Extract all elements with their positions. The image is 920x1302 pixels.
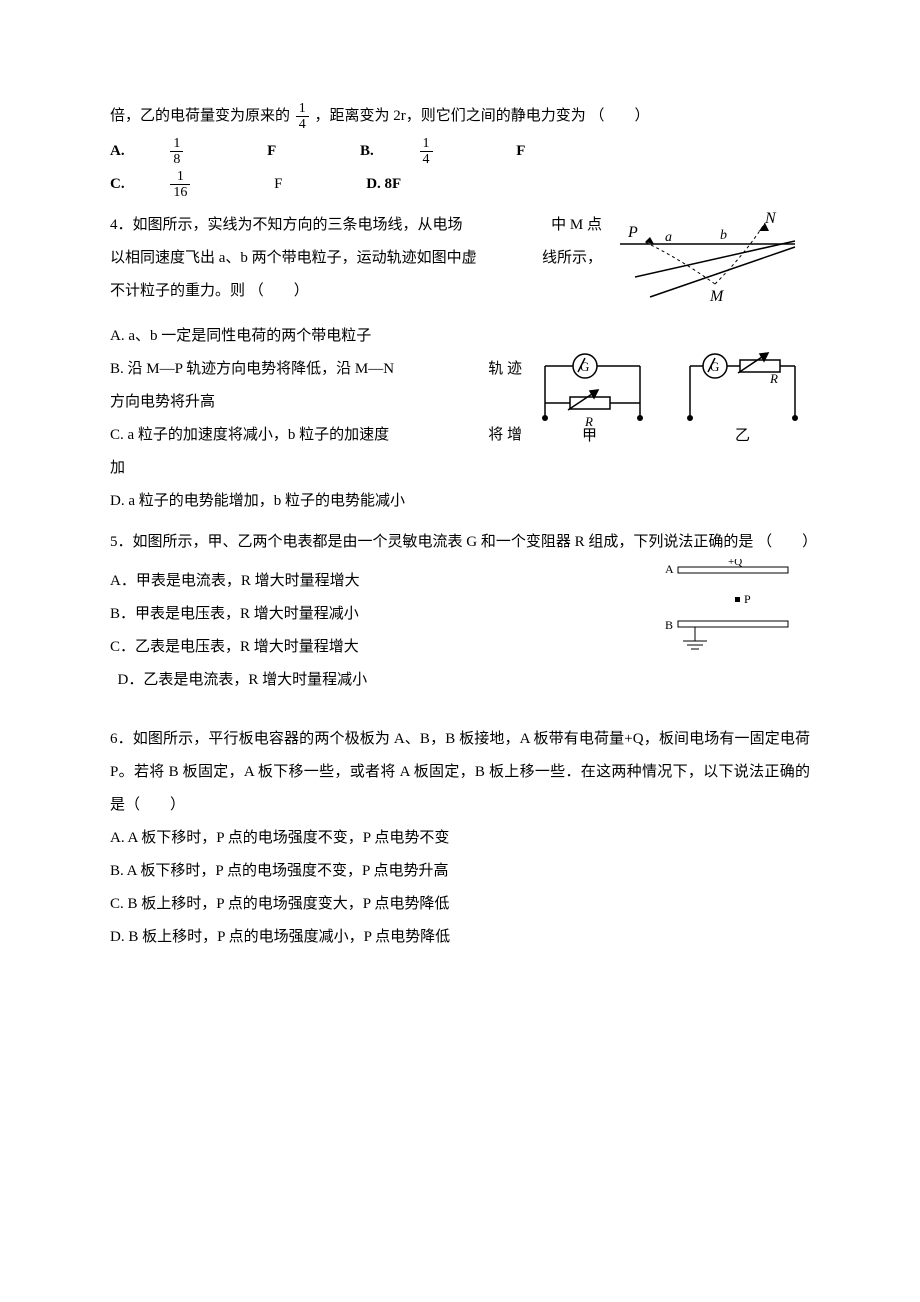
q6-optB: B. A 板下移时，P 点的电场强度不变，P 点电势升高: [110, 855, 810, 888]
q3-options: A. 18 F B. 14 F C. 116 F D. 8F: [110, 135, 810, 201]
q6-optD: D. B 板上移时，P 点的电场强度减小，P 点电势降低: [110, 921, 810, 954]
q6-stem: 6．如图所示，平行板电容器的两个极板为 A、B，B 板接地，A 板带有电荷量+Q…: [110, 723, 810, 822]
q4-stem-a: 4．如图所示，实线为不知方向的三条电场线，从电场: [110, 217, 463, 233]
q5-stem: 5．如图所示，甲、乙两个电表都是由一个灵敏电流表 G 和一个变阻器 R 组成，下…: [110, 526, 810, 559]
q5-figure: G R 甲 G R 乙: [530, 348, 810, 443]
q4-stem-suf-a: 中 M 点: [551, 209, 602, 242]
question-6: 6．如图所示，平行板电容器的两个极板为 A、B，B 板接地，A 板带有电荷量+Q…: [110, 723, 810, 954]
q6-optA: A. A 板下移时，P 点的电场强度不变，P 点电势不变: [110, 822, 810, 855]
question-5: 5．如图所示，甲、乙两个电表都是由一个灵敏电流表 G 和一个变阻器 R 组成，下…: [110, 526, 810, 697]
q4-optB-tail: 轨 迹: [488, 353, 522, 386]
q3-optA: A. 18 F: [110, 135, 316, 168]
q3-stem: 倍，乙的电荷量变为原来的 1 4 ，距离变为 2r，则它们之间的静电力变为 （ …: [110, 100, 810, 133]
svg-text:R: R: [769, 371, 778, 386]
q3-stem-tail: ，距离变为 2r，则它们之间的静电力变为 （ ）: [315, 108, 650, 124]
q3-optB: B. 14 F: [360, 135, 565, 168]
q4-optD: D. a 粒子的电势能增加，b 粒子的电势能减小: [110, 485, 810, 518]
q5-label-yi: 乙: [735, 428, 750, 443]
q3-optC: C. 116 F: [110, 168, 322, 201]
q6-label-Q: +Q: [728, 559, 742, 568]
question-3-tail: 倍，乙的电荷量变为原来的 1 4 ，距离变为 2r，则它们之间的静电力变为 （ …: [110, 100, 810, 201]
svg-text:G: G: [580, 359, 589, 374]
q4-optC2: 加: [110, 452, 810, 485]
q6-label-B: B: [665, 618, 673, 632]
svg-text:R: R: [584, 414, 593, 429]
q6-optC: C. B 板上移时，P 点的电场强度变大，P 点电势降低: [110, 888, 810, 921]
q6-label-P: P: [744, 592, 751, 606]
q4-stem-suf-b: 线所示，: [542, 242, 602, 275]
svg-text:G: G: [710, 359, 719, 374]
q3-frac: 1 4: [296, 101, 309, 133]
q4-stem-b: 以相同速度飞出 a、b 两个带电粒子，运动轨迹如图中虚: [110, 250, 477, 266]
question-4: P N M a b 4．如图所示，实线为不知方向的三条电场线，从电场 中 M 点…: [110, 209, 810, 518]
q3-stem-part: 倍，乙的电荷量变为原来的: [110, 108, 290, 124]
q6-label-A: A: [665, 562, 674, 576]
q4-optB: B. 沿 M—P 轨迹方向电势将降低，沿 M—N: [110, 361, 394, 377]
q4-optC-tail: 将 增: [488, 419, 522, 452]
q4-optC: C. a 粒子的加速度将减小，b 粒子的加速度: [110, 427, 389, 443]
q5-label-jia: 甲: [582, 428, 597, 443]
q3-optD: D. 8F: [366, 168, 401, 201]
q4-stem-c: 不计粒子的重力。则 （ ）: [110, 275, 810, 308]
q6-figure: A +Q P B: [650, 559, 810, 669]
